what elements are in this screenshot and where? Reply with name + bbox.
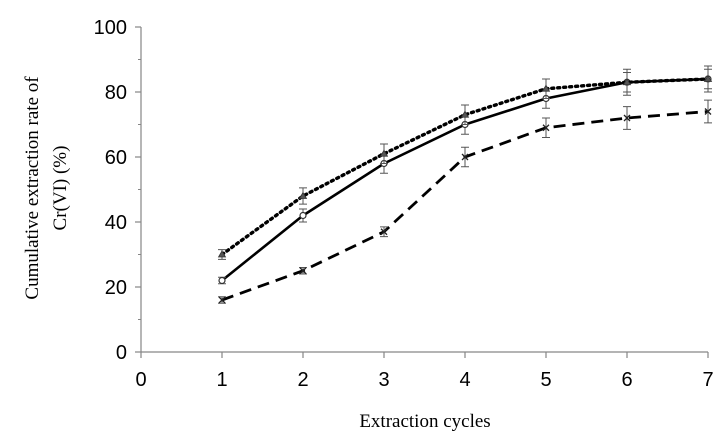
x-tick-label: 6 bbox=[621, 369, 632, 391]
series-solid bbox=[218, 65, 712, 285]
data-point bbox=[299, 267, 307, 275]
y-tick-label: 60 bbox=[105, 147, 127, 169]
x-tick-label: 3 bbox=[378, 369, 389, 391]
series-dotted bbox=[217, 68, 713, 260]
x-tick-label: 7 bbox=[702, 369, 713, 391]
data-point bbox=[380, 228, 388, 236]
data-point bbox=[217, 250, 227, 258]
data-point bbox=[218, 296, 226, 304]
data-point bbox=[704, 108, 712, 115]
data-point bbox=[218, 276, 226, 285]
x-tick-label: 0 bbox=[135, 369, 146, 391]
y-tick-label: 20 bbox=[105, 277, 127, 299]
data-point bbox=[461, 153, 469, 161]
data-point bbox=[703, 74, 713, 82]
y-tick-label: 40 bbox=[105, 212, 127, 234]
data-point bbox=[460, 110, 470, 118]
y-tick-label: 80 bbox=[105, 82, 127, 104]
x-tick-label: 5 bbox=[540, 369, 551, 391]
axes: 0 20 40 60 80 100 0 1 2 3 4 5 6 7 bbox=[94, 17, 714, 391]
data-point bbox=[622, 77, 632, 86]
y-axis-title-line2: Cr(VI) (%) bbox=[50, 146, 71, 231]
data-point bbox=[541, 84, 551, 92]
x-axis-title: Extraction cycles bbox=[359, 411, 490, 432]
x-tick-label: 1 bbox=[216, 369, 227, 391]
y-axis-title-line1: Cumulative extraction rate of bbox=[22, 76, 43, 300]
data-point bbox=[298, 191, 308, 199]
data-point bbox=[299, 211, 307, 220]
series-line bbox=[221, 110, 709, 302]
data-point bbox=[379, 149, 389, 157]
y-tick-label: 0 bbox=[116, 342, 127, 364]
x-tick-label: 4 bbox=[459, 369, 470, 391]
y-tick-label: 100 bbox=[94, 17, 127, 39]
data-point bbox=[542, 124, 550, 132]
x-tick-label: 2 bbox=[297, 369, 308, 391]
series-layer bbox=[217, 65, 713, 304]
data-point bbox=[623, 114, 631, 122]
series-dashed bbox=[218, 99, 712, 304]
